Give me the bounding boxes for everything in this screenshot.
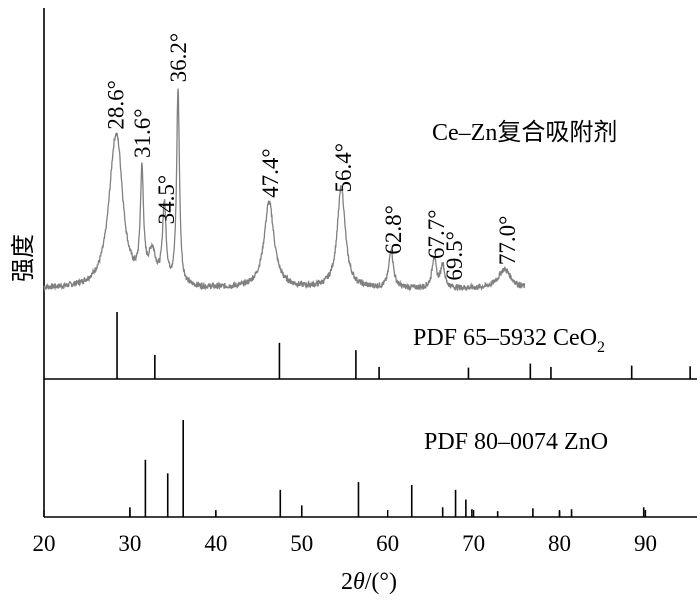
- peak-label: 69.5°: [442, 231, 467, 280]
- x-tick-label: 30: [118, 531, 141, 556]
- x-tick-label: 40: [204, 531, 227, 556]
- peak-label: 36.2°: [166, 33, 191, 82]
- x-axis-label-suffix: /(°): [365, 569, 397, 595]
- series-label-sample: Ce–Zn复合吸附剂: [432, 119, 617, 146]
- x-axis-label: 2θ/(°): [341, 569, 397, 595]
- x-tick-label: 90: [634, 531, 657, 556]
- sample-pattern-line: [43, 88, 526, 292]
- x-axis-label-prefix: 2: [341, 569, 353, 595]
- peak-label: 47.4°: [258, 148, 283, 197]
- x-ticks: 20 30 40 50 60 70 80 90: [33, 510, 657, 556]
- x-axis-label-theta: θ: [353, 569, 365, 595]
- peak-label: 56.4°: [331, 143, 356, 192]
- peak-label: 31.6°: [130, 109, 155, 158]
- peak-label: 77.0°: [495, 216, 520, 265]
- ceo2-label-main: PDF 65–5932 CeO: [413, 325, 597, 351]
- series-label-zno: PDF 80–0074 ZnO: [424, 429, 608, 455]
- ceo2-reference-sticks: [116, 312, 691, 379]
- x-tick-label: 80: [548, 531, 571, 556]
- sample-xrd-pattern: [43, 88, 526, 292]
- peak-label: 67.7°: [424, 209, 449, 258]
- peak-labels: 28.6°31.6° 34.5° 36.2° 47.4° 56.4° 62.8° 67.7°…: [103, 33, 520, 281]
- peak-label: 28.6°: [103, 80, 128, 129]
- x-tick-label: 50: [290, 531, 313, 556]
- ceo2-label-sub: 2: [597, 339, 605, 356]
- y-axis-label: 强度: [10, 234, 37, 282]
- x-tick-label: 70: [462, 531, 485, 556]
- series-label-ceo2: PDF 65–5932 CeO2: [413, 325, 605, 356]
- x-tick-label: 60: [376, 531, 399, 556]
- peak-label: 62.8°: [381, 205, 406, 254]
- x-tick-label: 20: [33, 531, 56, 556]
- peak-label: 34.5°: [154, 175, 179, 224]
- zno-reference-sticks: [129, 420, 645, 517]
